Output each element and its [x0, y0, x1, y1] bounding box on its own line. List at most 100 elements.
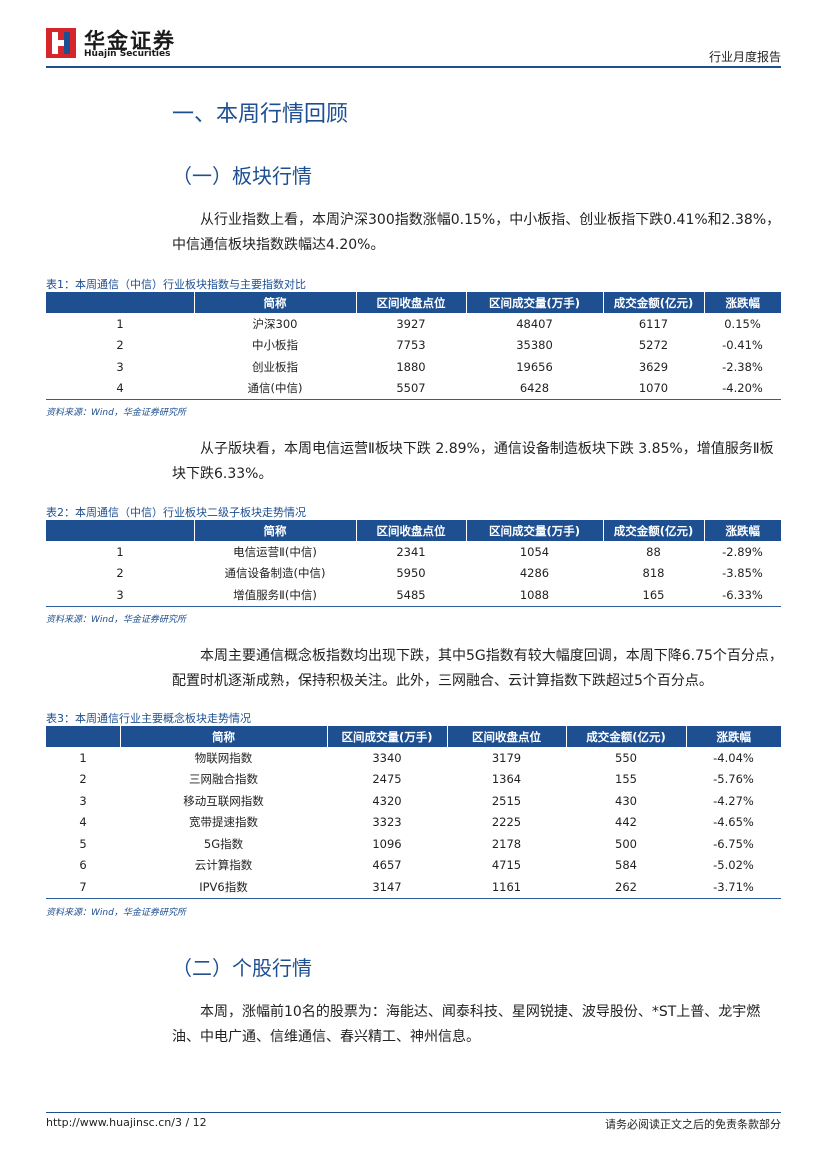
table-cell: 35380	[516, 338, 553, 353]
table-cell: 2475	[372, 772, 402, 787]
table-cell: 2178	[491, 836, 522, 851]
table-cell: 3147	[372, 879, 402, 894]
table-cell: 2515	[491, 793, 522, 808]
table-cell: -3.85%	[722, 566, 763, 581]
table-cell: 1070	[638, 381, 669, 396]
table-cell: -2.89%	[722, 544, 763, 559]
table-cell: 三网融合指数	[189, 772, 258, 787]
table-row: 7 IPV6指数 3147 1161 262 -3.71%	[46, 876, 781, 898]
table2-header-cell	[46, 520, 194, 541]
table-cell: 沪深300	[252, 316, 298, 331]
table-cell: 1054	[519, 544, 550, 559]
table-cell: 3	[116, 359, 124, 374]
table-cell: 1161	[491, 879, 522, 894]
table-cell: 165	[642, 587, 665, 602]
header-divider	[46, 66, 781, 68]
table-cell: 4657	[372, 858, 402, 873]
table-cell: 1088	[519, 587, 550, 602]
table-cell: 物联网指数	[194, 750, 253, 765]
section-title: 一、本周行情回顾	[172, 102, 349, 127]
table-cell: 6117	[638, 316, 669, 331]
table-cell: 818	[642, 566, 665, 581]
table-cell: 1364	[491, 772, 522, 787]
table-cell: 1880	[396, 359, 426, 374]
table-cell: 6428	[519, 381, 550, 396]
table2-header-row: 简称 区间收盘点位 区间成交量(万手) 成交金额(亿元) 涨跌幅	[46, 520, 781, 541]
footer-disclaimer: 请务必阅读正文之后的免责条款部分	[605, 1118, 781, 1131]
subsection-title-stocks: （二）个股行情	[172, 956, 312, 980]
table2-header-cell: 简称	[193, 520, 356, 541]
table-cell: 通信(中信)	[247, 381, 303, 396]
table1-header-cell: 涨跌幅	[703, 292, 781, 313]
paragraph-top-stocks: 本周，涨幅前10名的股票为：海能达、闻泰科技、星网锐捷、波导股份、*ST上普、龙…	[172, 1004, 761, 1045]
table-cell: 584	[615, 858, 637, 873]
table-cell: 增值服务Ⅱ(中信)	[233, 587, 317, 602]
table1-source: 资料来源：Wind，华金证券研究所	[46, 408, 186, 418]
table-row: 3 创业板指 1880 19656 3629 -2.38%	[46, 356, 781, 378]
table-cell: 3	[116, 587, 124, 602]
table-cell: 3179	[491, 750, 522, 765]
table3-header-cell	[46, 726, 120, 747]
table3-header-cell: 涨跌幅	[685, 726, 781, 747]
table-cell: -4.20%	[722, 381, 763, 396]
footer-divider	[46, 1112, 781, 1113]
table-row: 2 中小板指 7753 35380 5272 -0.41%	[46, 335, 781, 357]
table3-source: 资料来源：Wind，华金证券研究所	[46, 908, 186, 918]
table-cell: -0.41%	[722, 338, 763, 353]
table-cell: 1	[116, 316, 124, 331]
table-cell: 4715	[491, 858, 522, 873]
table-cell: 4	[79, 815, 87, 830]
table-cell: 0.15%	[724, 316, 761, 331]
document-type: 行业月度报告	[708, 50, 781, 64]
table2-header-cell: 区间成交量(万手)	[465, 520, 603, 541]
table3-header-cell: 简称	[119, 726, 327, 747]
table-cell: 4320	[372, 793, 402, 808]
table-cell: 宽带提速指数	[189, 815, 258, 830]
table-cell: 7753	[396, 338, 426, 353]
table-cell: 500	[615, 836, 637, 851]
table-cell: 2	[116, 566, 124, 581]
table-row: 1 物联网指数 3340 3179 550 -4.04%	[46, 747, 781, 769]
table-cell: -2.38%	[722, 359, 763, 374]
table1-header-row: 简称 区间收盘点位 区间成交量(万手) 成交金额(亿元) 涨跌幅	[46, 292, 781, 313]
table3-concept-trend: 简称 区间成交量(万手) 区间收盘点位 成交金额(亿元) 涨跌幅 1 物联网指数 3340 3…	[46, 726, 781, 899]
table-cell: 550	[615, 750, 637, 765]
table-cell: 3927	[396, 316, 426, 331]
table-row: 3 增值服务Ⅱ(中信) 5485 1088 165 -6.33%	[46, 584, 781, 606]
table2-source: 资料来源：Wind，华金证券研究所	[46, 615, 186, 625]
subsection-title-sector: （一）板块行情	[172, 164, 312, 188]
table-cell: IPV6指数	[199, 879, 248, 894]
table-cell: -5.76%	[713, 772, 754, 787]
table-cell: 中小板指	[252, 338, 298, 353]
table-cell: 通信设备制造(中信)	[224, 566, 326, 581]
table1-caption: 表1：本周通信（中信）行业板块指数与主要指数对比	[46, 278, 306, 291]
table2-header-cell: 区间收盘点位	[355, 520, 466, 541]
table-cell: 262	[615, 879, 637, 894]
table-cell: 442	[615, 815, 637, 830]
table-cell: 88	[646, 544, 661, 559]
table-cell: 3629	[638, 359, 669, 374]
table-row: 4 通信(中信) 5507 6428 1070 -4.20%	[46, 378, 781, 400]
table-cell: 创业板指	[252, 359, 298, 374]
table-row: 1 沪深300 3927 48407 6117 0.15%	[46, 313, 781, 335]
table-cell: 云计算指数	[194, 858, 253, 873]
table-cell: 移动互联网指数	[183, 793, 264, 808]
table-cell: -3.71%	[713, 879, 754, 894]
table-cell: 5	[79, 836, 87, 851]
table1-header-cell	[46, 292, 194, 313]
table-cell: 430	[615, 793, 637, 808]
table-cell: 4286	[519, 566, 550, 581]
table-cell: 19656	[516, 359, 553, 374]
table-cell: 6	[79, 858, 87, 873]
table-cell: 155	[615, 772, 637, 787]
table1-header-cell: 成交金额(亿元)	[602, 292, 704, 313]
table3-caption: 表3：本周通信行业主要概念板块走势情况	[46, 712, 251, 725]
paragraph-concept: 本周主要通信概念板指数均出现下跌，其中5G指数有较大幅度回调，本周下降6.75个…	[172, 648, 783, 689]
table-cell: 3340	[372, 750, 402, 765]
table1-header-cell: 区间收盘点位	[355, 292, 466, 313]
table-cell: -4.04%	[713, 750, 754, 765]
table-cell: 2225	[491, 815, 522, 830]
paragraph-subsector: 从子版块看，本周电信运营Ⅱ板块下跌 2.89%，通信设备制造板块下跌 3.85%…	[172, 441, 774, 482]
table2-caption: 表2：本周通信（中信）行业板块二级子板块走势情况	[46, 506, 306, 519]
table-cell: 1	[79, 750, 87, 765]
